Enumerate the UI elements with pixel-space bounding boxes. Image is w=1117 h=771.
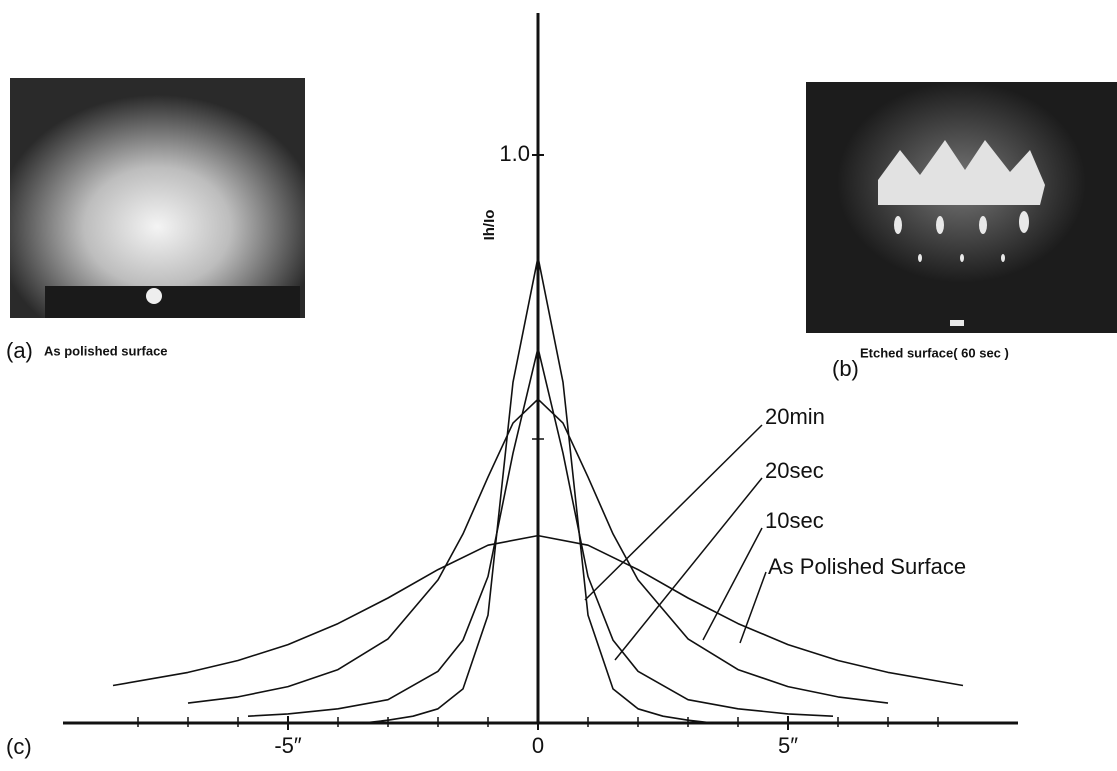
curve [112, 534, 964, 687]
label-arrows [584, 424, 767, 661]
y-axis-label: Ih/Io [481, 210, 498, 241]
panel-letter: (a) [6, 338, 33, 363]
x-tick-label: 0 [532, 733, 544, 758]
photo-caption: As polished surface [44, 343, 168, 358]
photo-b-pattern [878, 140, 1045, 205]
curve [247, 347, 834, 717]
photo-b-spots [894, 211, 1029, 326]
curve-label: 20min [765, 404, 825, 429]
photo-a [10, 78, 305, 318]
x-tick-label: 5″ [778, 733, 798, 758]
curve [187, 398, 889, 704]
curve [362, 256, 714, 724]
photo-b [806, 82, 1117, 333]
plot-area: -5″ 0 5″ 1.0 20min 20sec 10sec As Polished Surf… [63, 13, 1018, 758]
x-tick-label: -5″ [274, 733, 302, 758]
curve-label: 10sec [765, 508, 824, 533]
panel-letter: (b) [832, 356, 859, 381]
panel-letter: (c) [6, 734, 32, 759]
photo-a-shadow [45, 286, 300, 318]
curve-label: As Polished Surface [768, 554, 966, 579]
curve-label: 20sec [765, 458, 824, 483]
photo-a-spot [146, 288, 162, 304]
photo-caption: Etched surface( 60 sec ) [860, 345, 1009, 360]
y-tick-label: 1.0 [499, 141, 530, 166]
